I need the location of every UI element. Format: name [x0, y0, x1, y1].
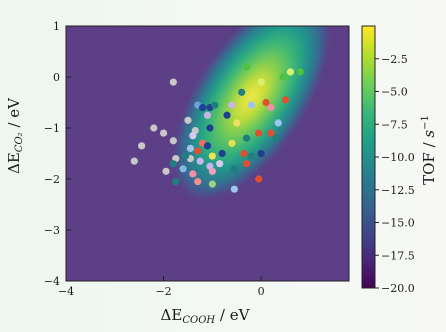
scatter-point	[274, 119, 282, 127]
scatter-point	[296, 68, 304, 76]
x-tick-label: −4	[58, 285, 74, 298]
scatter-point	[242, 134, 251, 142]
scatter-point	[286, 68, 295, 76]
x-tick-label: −2	[155, 285, 171, 298]
scatter-point	[272, 134, 280, 142]
y-tick-label: −4	[44, 275, 60, 288]
scatter-point	[199, 104, 207, 112]
scatter-point	[138, 142, 146, 150]
x-axis-title: ΔECOOH / eV	[161, 306, 251, 326]
colorbar-title: TOF / s−1	[420, 115, 438, 185]
x-tick-label: 0	[258, 285, 265, 298]
scatter-point	[247, 101, 256, 109]
colorbar-ticks: −2.5 −5.0 −7.5 −10.0 −12.5 −15.0 −17.5 −20.0	[375, 53, 415, 295]
plot-area: −4 −2 0 1 0 −1 −2 −3 −4	[44, 20, 350, 298]
colorbar-tick-label: −17.5	[381, 249, 415, 262]
scatter-point	[242, 160, 251, 168]
scatter-point	[240, 149, 248, 158]
plot-frame	[65, 25, 350, 282]
y-axis: 1 0 −1 −2 −3 −4	[44, 20, 71, 288]
scatter-point	[267, 129, 275, 137]
scatter-point	[255, 129, 263, 137]
scatter-point	[189, 132, 197, 140]
scatter-point	[172, 177, 180, 186]
scatter-point	[267, 104, 275, 112]
scatter-point	[186, 144, 195, 152]
y-tick-label: −2	[44, 173, 60, 186]
colorbar-tick-label: −20.0	[381, 282, 415, 295]
scatter-point	[189, 170, 197, 178]
scatter-point	[179, 165, 187, 173]
colorbar-tick-label: −12.5	[381, 184, 415, 197]
y-tick-label: 0	[53, 71, 60, 84]
scatter-point	[211, 101, 219, 109]
colorbar-tick-label: −2.5	[381, 53, 408, 66]
scatter-point	[279, 73, 287, 81]
colorbar-tick-label: −5.0	[381, 86, 408, 99]
scatter-point	[169, 78, 177, 86]
scatter-point	[208, 152, 216, 160]
scatter-point	[203, 142, 212, 150]
scatter-point	[262, 98, 270, 107]
scatter-point	[247, 152, 256, 160]
scatter-point	[169, 137, 177, 145]
scatter-point	[223, 111, 231, 119]
scatter-point	[196, 157, 204, 165]
scatter-point	[208, 180, 216, 188]
colorbar-gradient	[361, 25, 376, 289]
scatter-point	[169, 160, 177, 168]
scatter-point	[255, 175, 263, 183]
y-tick-label: −3	[44, 224, 60, 237]
colorbar-tick-label: −10.0	[381, 151, 415, 164]
activity-peak-region	[172, 26, 331, 201]
scatter-point	[216, 160, 224, 168]
x-axis: −4 −2 0	[58, 276, 265, 298]
scatter-point	[150, 124, 158, 132]
scatter-point	[206, 124, 214, 132]
scatter-point	[257, 78, 265, 86]
scatter-point	[162, 167, 170, 175]
scatter-point	[159, 129, 168, 137]
scatter-point	[181, 152, 190, 160]
scatter-point	[257, 149, 265, 158]
scatter-point	[281, 96, 290, 104]
scatter-point	[230, 165, 238, 173]
y-tick-label: 1	[53, 20, 60, 33]
scatter-point	[130, 157, 138, 165]
scatter-point	[230, 185, 238, 193]
scatter-point	[208, 167, 216, 175]
scatter-point	[194, 177, 202, 186]
colorbar-tick-label: −7.5	[381, 118, 408, 131]
scatter-point	[242, 63, 251, 71]
scatter-point	[228, 101, 236, 109]
scatter-points	[130, 63, 304, 193]
scatter-point	[233, 119, 241, 127]
scatter-point	[228, 139, 236, 147]
y-tick-label: −1	[44, 122, 60, 135]
colorbar-tick-label: −15.0	[381, 217, 415, 230]
scatter-point	[194, 147, 202, 155]
scatter-point	[184, 116, 192, 124]
colorbar: −2.5 −5.0 −7.5 −10.0 −12.5 −15.0 −17.5 −20.0 TO…	[361, 25, 438, 295]
scatter-point	[238, 88, 246, 96]
y-axis-title: ΔECO₂ / eV	[5, 97, 25, 174]
scatter-point	[218, 149, 226, 158]
scatter-point	[203, 111, 212, 119]
